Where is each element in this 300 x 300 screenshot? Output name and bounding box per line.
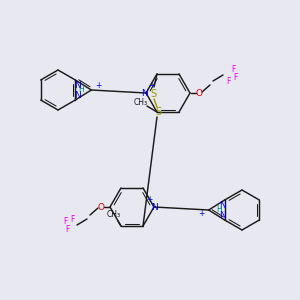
Text: F: F <box>226 76 230 85</box>
Text: H: H <box>216 206 222 214</box>
Text: F: F <box>233 74 237 82</box>
Text: O: O <box>98 202 104 211</box>
Text: F: F <box>70 214 74 224</box>
Text: +: + <box>95 82 101 91</box>
Text: O: O <box>196 88 202 98</box>
Text: N: N <box>74 80 81 89</box>
Text: H: H <box>78 85 84 94</box>
Text: F: F <box>63 218 67 226</box>
Text: +: + <box>146 196 152 205</box>
Text: N: N <box>219 211 226 220</box>
Text: CH₃: CH₃ <box>134 98 148 106</box>
Text: N: N <box>152 202 158 211</box>
Text: +: + <box>199 209 205 218</box>
Text: N: N <box>74 91 81 100</box>
Text: S: S <box>150 89 156 99</box>
Text: N: N <box>219 200 226 209</box>
Text: CH₃: CH₃ <box>107 210 121 219</box>
Text: F: F <box>231 65 235 74</box>
Text: +: + <box>148 82 154 91</box>
Text: S: S <box>155 107 161 117</box>
Text: N: N <box>142 88 148 98</box>
Text: F: F <box>65 226 69 235</box>
